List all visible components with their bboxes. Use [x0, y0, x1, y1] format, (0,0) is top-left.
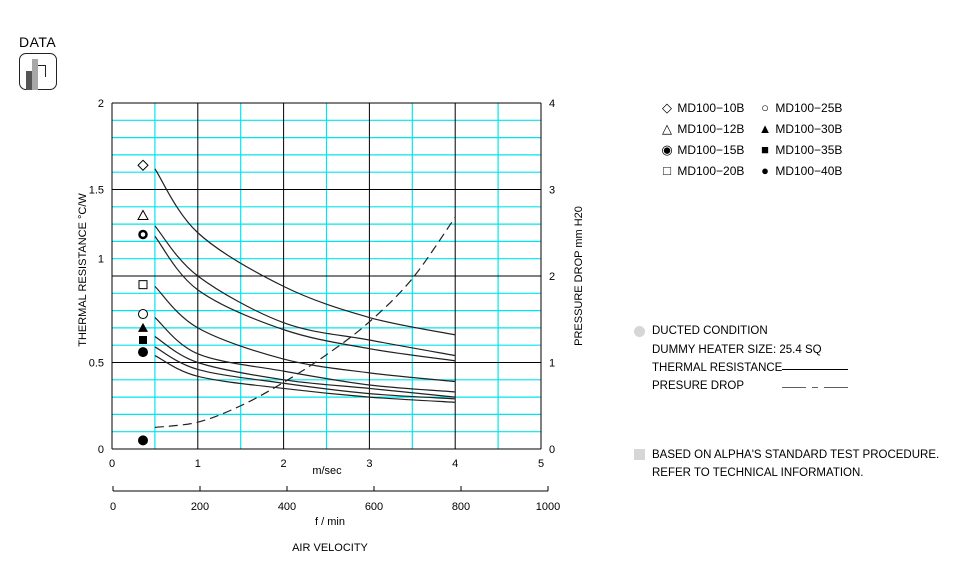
x-tick-ms: 1 — [195, 458, 201, 470]
thermal-curve-md100-15b — [154, 235, 456, 362]
condition-text: DUCTED CONDITION — [652, 325, 768, 337]
thermal-curve-md100-35b — [154, 346, 456, 400]
procedure-text: BASED ON ALPHA'S STANDARD TEST PROCEDURE… — [652, 449, 940, 461]
x-tick-ms: 2 — [281, 458, 287, 470]
data-label: DATA — [19, 34, 57, 50]
triangle-filled-icon — [138, 322, 148, 332]
x-tick-ms: 0 — [109, 458, 115, 470]
circle-bullet-icon — [634, 326, 645, 337]
y-left-tick: 1 — [98, 254, 104, 266]
legend-item: ▲ MD100−30B — [758, 121, 843, 136]
x-tick-fmin: 0 — [110, 501, 116, 513]
y-left-tick: 1.5 — [89, 185, 104, 197]
solid-line-sample — [782, 369, 848, 370]
reference-text: REFER TO TECHNICAL INFORMATION. — [652, 467, 864, 479]
y-left-tick: 2 — [98, 98, 104, 110]
circle-filled-icon: ● — [761, 163, 769, 178]
thermal-curve-md100-10b — [154, 168, 456, 336]
triangle-filled-icon: ▲ — [758, 121, 772, 136]
circle-bold-icon: ◉ — [661, 142, 673, 157]
y-right-tick: 3 — [549, 185, 555, 197]
triangle-open-icon — [137, 209, 149, 220]
y-right-title: PRESSURE DROP mm H20 — [573, 206, 585, 346]
legend-item: △ MD100−12B — [662, 121, 745, 136]
x-tick-fmin: 200 — [191, 501, 209, 513]
square-open-icon — [138, 280, 148, 290]
square-filled-icon: ■ — [761, 142, 769, 157]
y-right-tick: 4 — [549, 98, 555, 110]
circle-bold-icon — [138, 229, 148, 240]
x-unit-ms: m/sec — [312, 465, 342, 477]
y-right-tick: 0 — [549, 444, 555, 456]
square-open-icon: □ — [663, 163, 671, 178]
thermal-resistance-key: THERMAL RESISTANCE — [652, 362, 783, 374]
dashed-line-sample — [782, 387, 848, 388]
y-left-title: THERMAL RESISTANCE °C/W — [77, 193, 89, 347]
circle-filled-icon — [138, 347, 148, 358]
x-tick-fmin: 400 — [278, 501, 296, 513]
circle-open-icon: ○ — [761, 100, 769, 115]
legend-item: ◇ MD100−10B — [662, 100, 745, 115]
diamond-open-icon: ◇ — [662, 100, 672, 115]
thermal-curve-md100-25b — [154, 317, 456, 393]
x-tick-fmin: 600 — [365, 501, 383, 513]
x-axis-title: AIR VELOCITY — [292, 542, 368, 554]
thermal-curve-md100-30b — [154, 336, 456, 398]
pressure-drop-curve — [154, 216, 456, 428]
diamond-open-icon — [137, 159, 149, 171]
triangle-open-icon: △ — [662, 121, 672, 136]
x-tick-ms: 3 — [366, 458, 372, 470]
legend-item: ◉ MD100−15B — [661, 142, 745, 157]
y-right-tick: 2 — [549, 271, 555, 283]
y-left-tick: 0 — [98, 444, 104, 456]
thermal-curve-md100-40b — [154, 355, 456, 403]
x-tick-fmin: 800 — [452, 501, 470, 513]
x-tick-ms: 4 — [452, 458, 458, 470]
y-right-tick: 1 — [549, 358, 555, 370]
thermal-curve-md100-12b — [154, 225, 456, 357]
circle-filled-icon — [138, 435, 148, 446]
bar-chart-data-icon — [19, 53, 57, 90]
x-tick-fmin: 1000 — [536, 501, 560, 513]
thermal-curve-md100-20b — [154, 285, 456, 383]
y-left-tick: 0.5 — [89, 358, 104, 370]
circle-open-icon — [138, 309, 148, 320]
square-bullet-icon — [634, 449, 645, 460]
x-unit-fmin: f / min — [315, 516, 345, 528]
pressure-drop-key: PRESURE DROP — [652, 380, 745, 392]
legend-item: ■ MD100−35B — [758, 142, 842, 157]
legend-item: □ MD100−20B — [660, 163, 744, 178]
legend-item: ● MD100−40B — [758, 163, 842, 178]
x-tick-ms: 5 — [538, 458, 544, 470]
legend-item: ○ MD100−25B — [758, 100, 842, 115]
square-filled-icon — [139, 336, 147, 345]
heater-size-text: DUMMY HEATER SIZE: 25.4 SQ — [652, 344, 822, 356]
